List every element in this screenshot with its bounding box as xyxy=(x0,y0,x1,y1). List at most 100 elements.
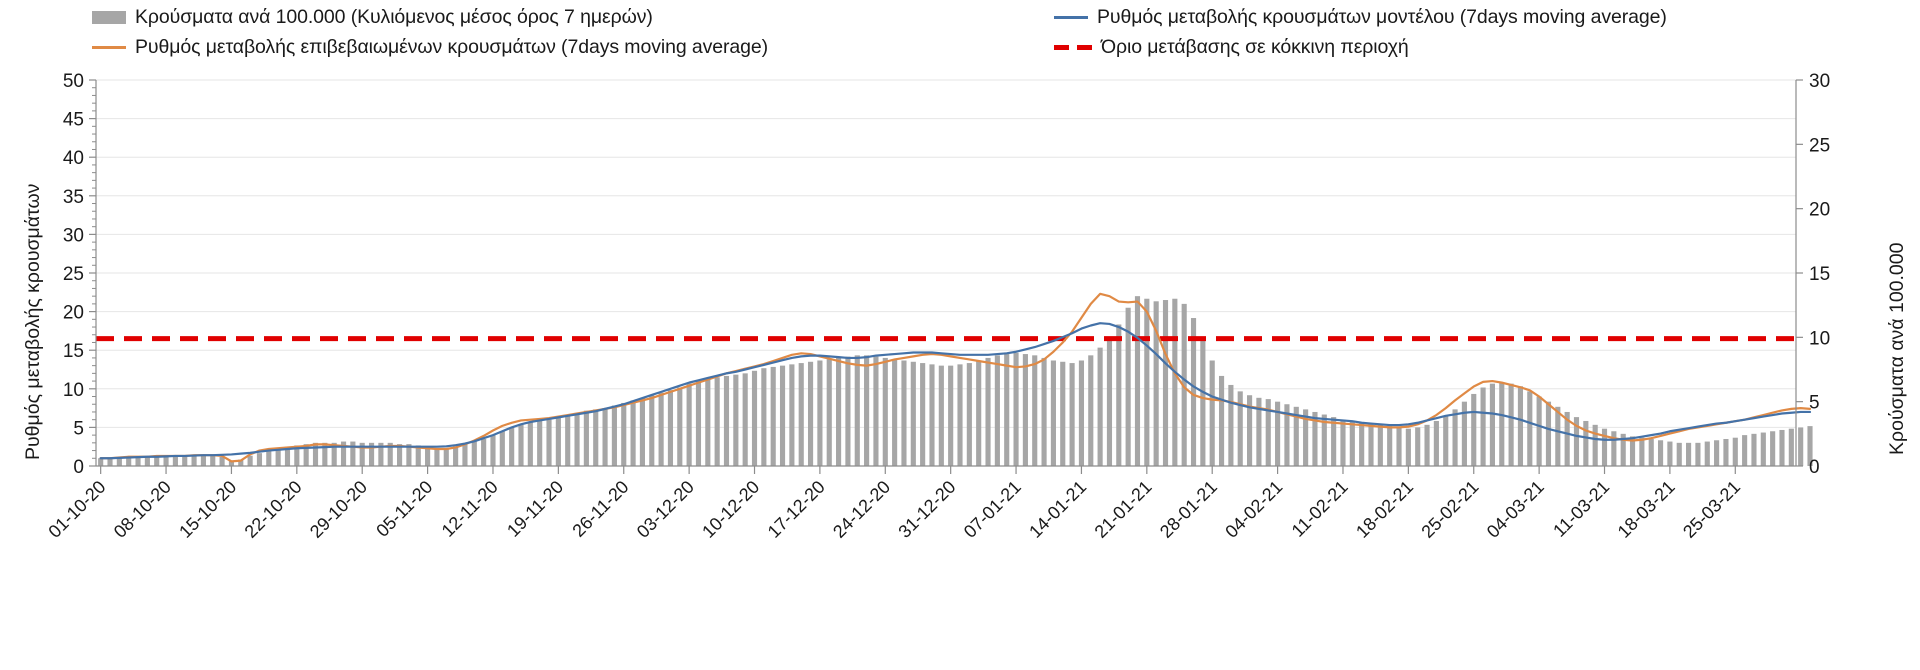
bar xyxy=(1686,442,1692,466)
y-tick-label-left: 5 xyxy=(73,418,84,439)
bar xyxy=(574,413,580,466)
bar xyxy=(471,441,477,466)
bar xyxy=(453,446,459,466)
y-tick-label-right: 30 xyxy=(1809,71,1830,92)
bar xyxy=(985,357,991,466)
x-tick-label: 03-12-20 xyxy=(633,477,698,542)
y-tick-label-left: 15 xyxy=(63,341,84,362)
y-tick-label-right: 15 xyxy=(1809,264,1830,285)
bar xyxy=(331,442,337,466)
bar xyxy=(1331,417,1337,466)
bar xyxy=(1676,442,1682,466)
bar xyxy=(565,415,571,466)
bar xyxy=(1639,437,1645,466)
bar xyxy=(1153,301,1159,466)
bar xyxy=(1657,440,1664,466)
bar xyxy=(1611,431,1617,466)
bar xyxy=(1583,420,1589,466)
bar xyxy=(1667,441,1673,466)
y-tick-label-left: 35 xyxy=(63,187,84,208)
bar xyxy=(1293,406,1299,466)
bar xyxy=(649,395,655,466)
x-tick-label: 26-11-20 xyxy=(568,477,632,541)
bar xyxy=(1387,426,1393,466)
bar xyxy=(1228,384,1234,466)
x-tick-label: 19-11-20 xyxy=(503,477,567,541)
bar xyxy=(1564,411,1570,466)
legend-item-threshold: Όριο μετάβασης σε κόκκινη περιοχή xyxy=(1054,36,1409,59)
bar xyxy=(1742,435,1748,466)
bar xyxy=(443,447,449,466)
bar xyxy=(854,355,860,466)
bar xyxy=(1732,437,1738,466)
bar xyxy=(1088,355,1094,466)
bar xyxy=(1284,404,1290,466)
bar xyxy=(1555,406,1561,466)
legend-item-cases-bars: Κρούσματα ανά 100.000 (Κυλιόμενος μέσος … xyxy=(92,6,653,29)
bar xyxy=(639,397,645,466)
bar xyxy=(630,400,636,466)
bar xyxy=(1536,396,1542,466)
bar xyxy=(1321,414,1327,466)
bar xyxy=(256,453,263,466)
bar xyxy=(864,355,870,466)
bar xyxy=(1209,360,1215,466)
bar xyxy=(611,405,617,466)
bar xyxy=(546,419,552,466)
bar xyxy=(1303,409,1309,466)
bar xyxy=(1060,361,1066,466)
bar xyxy=(537,420,543,466)
x-tick-label: 07-01-21 xyxy=(960,477,1025,542)
y-tick-label-left: 40 xyxy=(63,148,84,169)
x-tick-label: 05-11-20 xyxy=(372,477,436,541)
legend-item-model-rate: Ρυθμός μεταβολής κρουσμάτων μοντέλου (7d… xyxy=(1054,6,1667,29)
bar xyxy=(1620,433,1626,466)
bar xyxy=(1396,427,1402,466)
bar xyxy=(1237,391,1243,466)
bar xyxy=(182,455,188,466)
y-tick-label-left: 50 xyxy=(63,71,84,92)
y-tick-label-left: 45 xyxy=(63,110,84,131)
bar xyxy=(238,459,244,466)
bar xyxy=(1377,424,1383,466)
bar xyxy=(518,424,524,466)
bar xyxy=(770,366,776,466)
bar xyxy=(1172,298,1178,466)
bar xyxy=(1695,442,1701,466)
bar xyxy=(247,455,253,466)
bar xyxy=(836,357,842,466)
bar xyxy=(116,458,122,466)
bar xyxy=(658,392,664,466)
bar xyxy=(1452,409,1458,466)
bar xyxy=(1013,352,1019,466)
y-tick-label-right: 5 xyxy=(1809,393,1820,414)
x-tick-label: 24-12-20 xyxy=(829,477,894,542)
confirmed-rate-line xyxy=(99,292,1812,463)
bar xyxy=(210,455,216,466)
bar xyxy=(1480,387,1486,466)
bar xyxy=(1256,397,1262,466)
bar-swatch-icon xyxy=(92,11,126,24)
bar xyxy=(1489,383,1495,466)
bar xyxy=(191,455,197,466)
bar xyxy=(219,456,225,466)
bar xyxy=(1162,300,1169,466)
line-swatch-orange-icon xyxy=(92,46,126,49)
bar xyxy=(807,361,814,466)
bar xyxy=(742,373,748,466)
bar xyxy=(1125,307,1131,466)
line-swatch-blue-icon xyxy=(1054,16,1088,19)
bar xyxy=(1704,441,1710,466)
x-tick-label: 28-01-21 xyxy=(1156,477,1221,542)
bar xyxy=(228,460,235,466)
bar xyxy=(98,458,104,466)
bar xyxy=(1788,428,1794,466)
bar xyxy=(340,441,347,466)
x-tick-label: 04-03-21 xyxy=(1483,477,1548,542)
chart-legend: Κρούσματα ανά 100.000 (Κυλιόμενος μέσος … xyxy=(0,0,1920,66)
bar xyxy=(751,370,758,466)
bar xyxy=(1517,386,1524,466)
bar xyxy=(359,442,365,466)
bar xyxy=(378,442,384,466)
